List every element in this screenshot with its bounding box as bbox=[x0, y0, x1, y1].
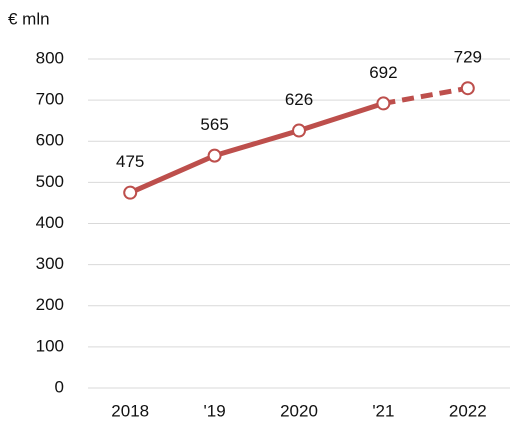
marker bbox=[123, 185, 138, 200]
x-tick-label: 2020 bbox=[280, 401, 318, 420]
line-projected bbox=[382, 85, 469, 106]
y-tick-label: 700 bbox=[36, 90, 64, 109]
x-tick-label: 2022 bbox=[449, 401, 487, 420]
marker bbox=[460, 81, 475, 96]
line-actual bbox=[129, 101, 385, 195]
y-tick-label: 300 bbox=[36, 254, 64, 273]
data-label: 692 bbox=[369, 63, 397, 82]
x-tick-label: '21 bbox=[372, 401, 394, 420]
marker bbox=[207, 148, 222, 163]
y-tick-label: 0 bbox=[55, 377, 64, 396]
y-tick-label: 500 bbox=[36, 172, 64, 191]
x-tick-label: 2018 bbox=[111, 401, 149, 420]
data-label: 565 bbox=[200, 115, 228, 134]
data-label: 626 bbox=[285, 90, 313, 109]
y-axis-label: € mln bbox=[8, 9, 50, 28]
y-tick-label: 400 bbox=[36, 213, 64, 232]
y-tick-label: 100 bbox=[36, 336, 64, 355]
marker bbox=[376, 96, 391, 111]
y-tick-label: 200 bbox=[36, 295, 64, 314]
data-label: 475 bbox=[116, 152, 144, 171]
data-label: 729 bbox=[454, 48, 482, 67]
marker bbox=[292, 123, 306, 138]
y-tick-label: 800 bbox=[36, 48, 64, 67]
x-tick-label: '19 bbox=[204, 401, 226, 420]
y-tick-label: 600 bbox=[36, 131, 64, 150]
